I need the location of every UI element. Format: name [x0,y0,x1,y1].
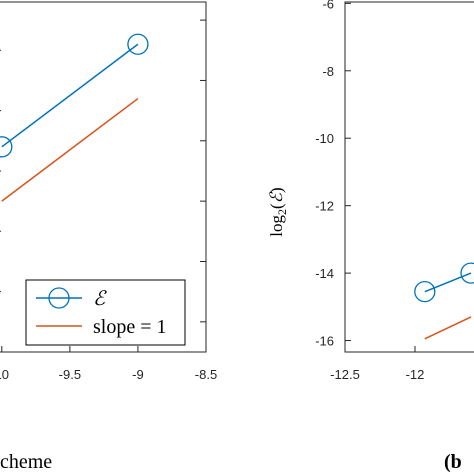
right-y-tick-label: -10 [315,131,334,146]
left-y-ticks [0,19,206,353]
right-caption-fragment: (b [444,451,462,473]
left-x-tick-label: -9.5 [59,367,81,382]
right-y-tick-label: -6 [322,0,334,11]
legend-swatch-marker-e [48,287,70,309]
left-legend: ℰ slope = 1 [25,279,186,346]
left-plot-frame [0,1,207,353]
right-y-tick-label: -12 [315,199,334,214]
right-y-tick-label: -8 [322,64,334,79]
right-series-group [414,262,474,340]
left-series-line-0 [1,43,139,148]
right-x-tick-label: -12 [406,367,425,382]
right-series-line-1 [424,316,472,340]
left-series-marker [127,33,149,55]
right-series-marker [460,262,474,284]
right-y-tick-label: -14 [315,266,334,281]
right-y-tick-label: -16 [315,334,334,349]
right-y-axis-label: log2(ℰ) [267,187,289,236]
left-x-tick-label: -9 [132,367,144,382]
left-x-ticks: 10 -9.5 -9 -8.5 [0,346,217,382]
right-x-ticks: -12.5-12-11 [330,346,425,382]
left-caption-fragment: cheme [0,451,52,473]
right-series-marker [414,280,436,303]
legend-entry-e: ℰ [93,288,107,310]
right-x-tick-label: -12.5 [330,367,360,382]
left-x-tick-label: 10 [0,367,9,382]
left-series-group [0,33,149,202]
legend-entry-slope: slope = 1 [93,316,167,338]
right-series-line-0 [424,272,472,293]
left-plot-axes: 10 -9.5 -9 -8.5 [0,1,217,382]
right-plot-axes: -6-8-10-12-14-16 -12.5-12-11 log2(ℰ) [267,0,474,382]
right-y-ticks: -6 -8 -10 -12 -14 -16 [315,0,351,349]
left-series-marker [0,136,13,158]
right-plot-frame [344,1,474,353]
left-x-tick-label: -8.5 [195,367,217,382]
left-series-line-1 [1,97,139,202]
